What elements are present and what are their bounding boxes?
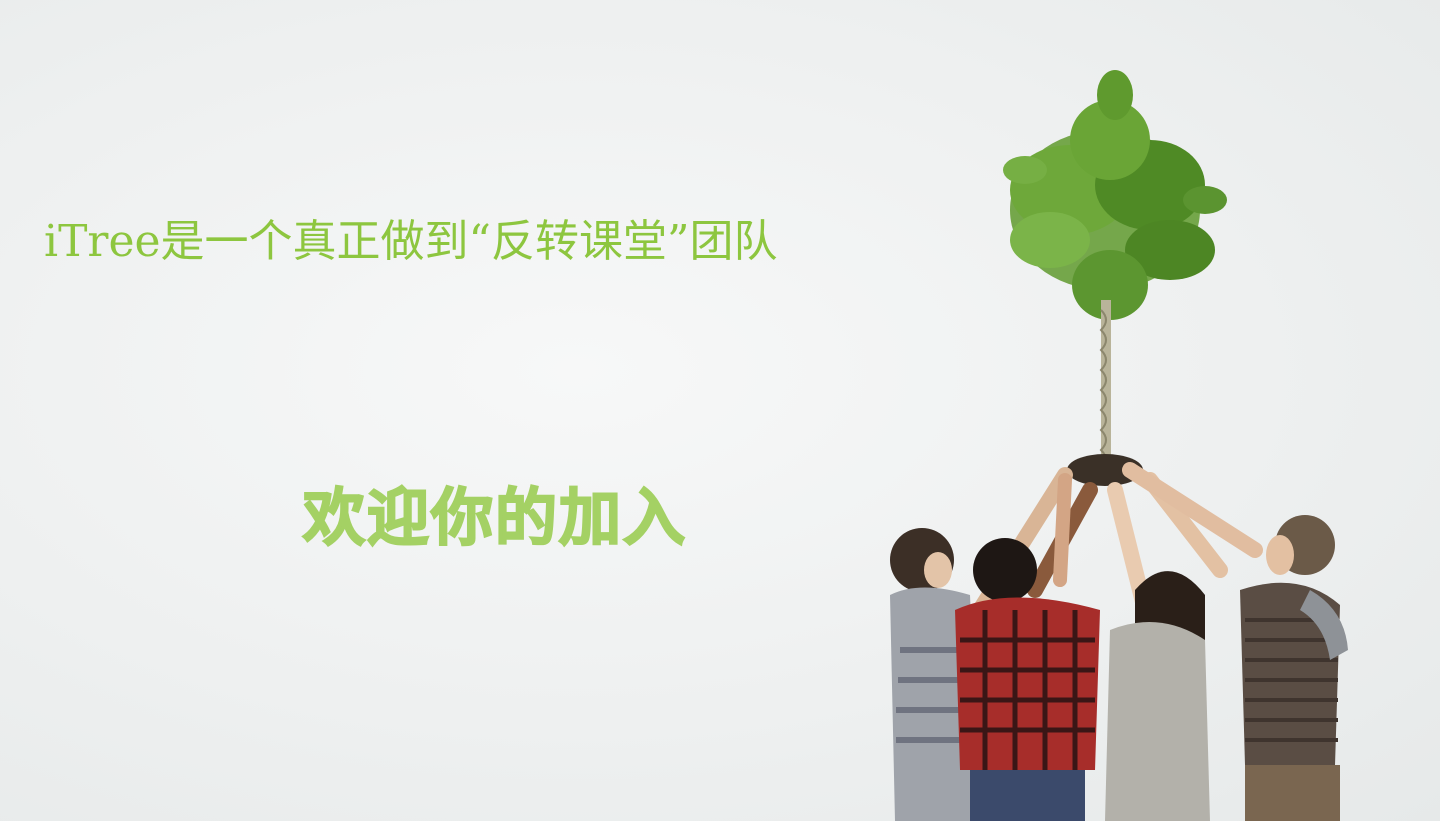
tree-canopy (1003, 70, 1227, 320)
welcome-text: 欢迎你的加入 (302, 480, 688, 555)
person-right (1240, 515, 1348, 821)
headline-text: iTree是一个真正做到“反转课堂”团队 (44, 216, 778, 267)
person-plaid (955, 538, 1100, 821)
team-holding-tree-image (890, 70, 1348, 821)
tree-trunk (1099, 300, 1111, 471)
raised-arms (972, 462, 1263, 618)
person-grey-top (1105, 571, 1210, 821)
